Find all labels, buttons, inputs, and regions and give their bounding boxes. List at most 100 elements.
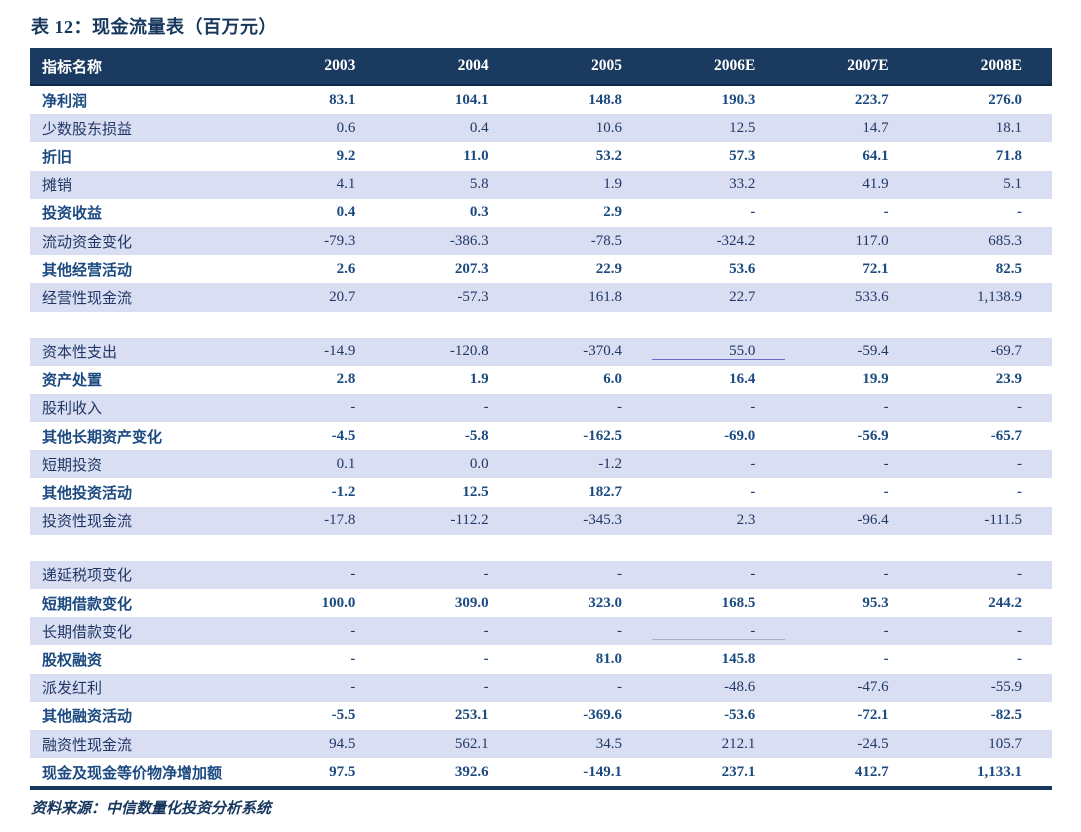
cell-value: -	[883, 204, 889, 221]
cell-value: 23.9	[995, 371, 1022, 388]
cell-value: -	[750, 455, 756, 472]
cell-value: -	[350, 399, 356, 416]
cell-value: 57.3	[729, 147, 756, 164]
cell-value: 2.3	[736, 512, 756, 529]
cell-value: -	[1016, 399, 1022, 416]
row-label: 现金及现金等价物净增加额	[42, 765, 223, 782]
row-label: 折旧	[42, 149, 73, 166]
cell-value: -	[1016, 204, 1022, 221]
cell-value: 2.9	[603, 204, 622, 221]
header-cell: 2006E	[713, 57, 756, 74]
header-cell: 指标名称	[42, 58, 103, 76]
cell-value: -	[1016, 484, 1022, 501]
cell-value: 562.1	[454, 735, 489, 752]
cell-value: -53.6	[724, 707, 756, 724]
cell-value: 253.1	[454, 707, 489, 724]
cell-value: 1.9	[469, 371, 489, 388]
cell-value: -	[883, 622, 889, 639]
cell-value: -	[883, 566, 889, 583]
cell-value: -24.5	[857, 735, 889, 752]
table-row: 股权融资 - - 81.0 145.8 - -	[30, 645, 1052, 674]
table-row: 资本性支出 -14.9 -120.8 -370.4 55.0 -59.4 -69.7	[30, 337, 1052, 366]
table-row: 摊销 4.1 5.8 1.9 33.2 41.9 5.1	[30, 170, 1052, 199]
cell-value: 71.8	[995, 147, 1022, 164]
cell-value: 34.5	[595, 735, 622, 752]
row-label: 流动资金变化	[42, 234, 133, 251]
table-row: 其他投资活动 -1.2 12.5 182.7 - - -	[30, 478, 1052, 507]
table-row: 现金及现金等价物净增加额 97.5 392.6 -149.1 237.1 412.7 1,…	[30, 758, 1052, 787]
row-label: 资产处置	[42, 373, 103, 390]
cell-value: 0.6	[336, 119, 356, 136]
cell-value: 168.5	[721, 594, 756, 611]
cell-value: -	[616, 399, 622, 416]
row-label: 股权融资	[42, 652, 103, 669]
cell-value: -	[1016, 622, 1022, 639]
row-label: 少数股东损益	[42, 121, 133, 138]
row-label: 经营性现金流	[42, 290, 133, 307]
cell-value: 100.0	[321, 594, 356, 611]
cell-value: 12.5	[462, 484, 489, 501]
table-row: 流动资金变化 -79.3 -386.3 -78.5 -324.2 117.0 685.3	[30, 226, 1052, 256]
cell-value: 323.0	[588, 594, 622, 611]
cell-value: -369.6	[583, 707, 622, 724]
cell-value: -5.5	[331, 707, 356, 724]
cell-value: 0.4	[469, 119, 489, 136]
cell-value: -82.5	[990, 707, 1022, 724]
cell-value: 145.8	[721, 650, 756, 667]
cell-value: 685.3	[988, 232, 1022, 249]
cell-value: -	[483, 622, 489, 639]
block-gap	[30, 534, 1052, 561]
cell-value: -	[1016, 566, 1022, 583]
cell-value: 0.4	[336, 204, 356, 221]
row-label: 资本性支出	[42, 345, 118, 362]
table-row: 递延税项变化 - - - - - -	[30, 560, 1052, 589]
cell-value: 22.9	[595, 260, 622, 277]
cell-value: 223.7	[854, 91, 889, 108]
table-title: 表 12：现金流量表（百万元）	[31, 17, 277, 37]
cell-value: -149.1	[583, 763, 622, 780]
cell-value: -112.2	[450, 512, 489, 529]
cell-value: -	[483, 566, 489, 583]
cell-value: -	[616, 622, 622, 639]
cell-value: -69.0	[724, 427, 756, 444]
table-row: 投资性现金流 -17.8 -112.2 -345.3 2.3 -96.4 -111.5	[30, 506, 1052, 535]
cell-value: -4.5	[331, 427, 356, 444]
cell-value: -	[350, 650, 356, 667]
table-row: 资产处置 2.8 1.9 6.0 16.4 19.9 23.9	[30, 365, 1052, 394]
row-label: 其他融资活动	[42, 709, 133, 726]
cell-value: -14.9	[324, 343, 356, 360]
header-cell: 2003	[324, 57, 356, 74]
cashflow-table: 指标名称 2003 2004 2005 2006E 2007E 2008E 净利润 83.1…	[30, 48, 1052, 791]
cell-value: 105.7	[988, 735, 1022, 752]
cell-value: -79.3	[324, 232, 356, 249]
row-label: 其他投资活动	[42, 486, 133, 503]
cell-value: -78.5	[590, 232, 622, 249]
row-label: 其他经营活动	[42, 262, 133, 279]
table-bottom-rule	[30, 786, 1052, 791]
cell-value: -	[883, 484, 889, 501]
header-cell: 2008E	[980, 57, 1022, 74]
cell-value: -111.5	[984, 512, 1022, 529]
source-note: 资料来源：中信数量化投资分析系统	[31, 801, 272, 817]
table-header: 指标名称 2003 2004 2005 2006E 2007E 2008E	[30, 48, 1052, 86]
row-label: 其他长期资产变化	[42, 429, 163, 446]
table-row: 投资收益 0.4 0.3 2.9 - - -	[30, 198, 1052, 227]
cell-value: -65.7	[990, 427, 1022, 444]
table-row: 经营性现金流 20.7 -57.3 161.8 22.7 533.6 1,138.9	[30, 283, 1052, 312]
row-label: 净利润	[42, 93, 88, 110]
cell-value: -386.3	[449, 232, 489, 249]
table-row: 短期投资 0.1 0.0 -1.2 - - -	[30, 450, 1052, 479]
cell-value: -1.2	[331, 484, 356, 501]
cell-value: -345.3	[583, 512, 622, 529]
table-row: 净利润 83.1 104.1 148.8 190.3 223.7 276.0	[30, 86, 1052, 115]
cell-value: 190.3	[721, 91, 756, 108]
cell-value: 276.0	[988, 91, 1022, 108]
cell-value: -69.7	[990, 343, 1022, 360]
cell-value: -	[350, 622, 356, 639]
cell-value: -	[350, 679, 356, 696]
cell-value: 12.5	[729, 119, 756, 136]
table-row: 其他经营活动 2.6 207.3 22.9 53.6 72.1 82.5	[30, 255, 1052, 284]
cell-value: 64.1	[862, 147, 889, 164]
cell-value: -	[652, 623, 785, 640]
